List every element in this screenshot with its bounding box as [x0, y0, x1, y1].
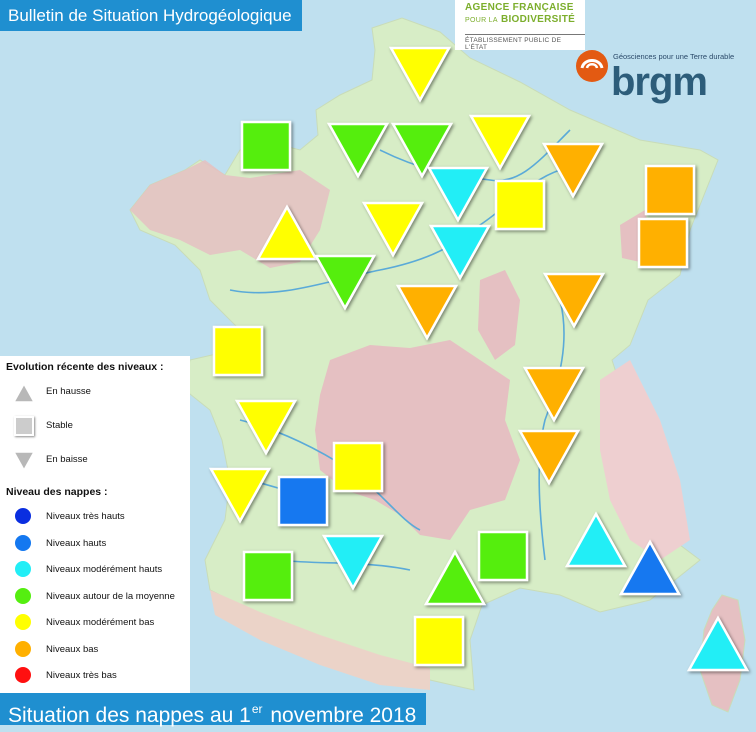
brgm-emblem-icon: [576, 50, 608, 82]
square-icon: [14, 416, 34, 436]
triangle-down-icon: [12, 451, 36, 472]
pyrenees: [210, 590, 430, 690]
page-title: Bulletin de Situation Hydrogéologique: [0, 0, 302, 31]
brgm-tagline: Géosciences pour une Terre durable: [613, 52, 735, 61]
legend-level-swatch-hauts: [15, 534, 31, 551]
legend-level-label-mod_bas: Niveaux modérément bas: [46, 617, 155, 628]
afb-line2: POUR LA BIODIVERSITÉ: [465, 14, 575, 25]
afb-line1: AGENCE FRANÇAISE: [465, 2, 574, 13]
brgm-logo: Géosciences pour une Terre durable brgm: [575, 44, 755, 110]
legend-level-swatch-tres_hauts: [15, 508, 31, 524]
footer-caption: Situation des nappes au 1er novembre 201…: [0, 693, 427, 727]
legend-level-label-mod_hauts: Niveaux modérément hauts: [46, 564, 163, 575]
legend-item-up: En hausse: [46, 386, 91, 397]
legend-level-title: Niveau des nappes :: [6, 486, 108, 498]
legend-evolution-title: Evolution récente des niveaux :: [6, 361, 164, 373]
legend-level-label-bas: Niveaux bas: [46, 643, 99, 655]
legend-level-swatch-tres_bas: [15, 667, 31, 683]
legend-item-down: En baisse: [46, 454, 88, 465]
legend-level-swatch-moyenne: [15, 587, 31, 604]
legend-level-label-tres_bas: Niveaux très bas: [46, 670, 117, 681]
footer-superscript: er: [251, 702, 263, 716]
legend-level-label-tres_hauts: Niveaux très hauts: [46, 511, 125, 522]
afb-line3: ÉTABLISSEMENT PUBLIC DE L'ÉTAT: [465, 34, 585, 51]
afb-logo: AGENCE FRANÇAISE POUR LA BIODIVERSITÉ ÉT…: [455, 0, 585, 51]
legend-item-stable: Stable: [46, 420, 73, 431]
footer-text-after: novembre 2018: [264, 704, 417, 727]
triangle-up-icon: [12, 382, 36, 403]
legend-level-label-hauts: Niveaux hauts: [46, 537, 107, 549]
legend-level-swatch-bas: [15, 640, 31, 657]
alps: [600, 360, 690, 560]
brgm-wordmark: brgm: [611, 60, 708, 104]
afb-line2-main: BIODIVERSITÉ: [500, 14, 576, 25]
morvan: [478, 270, 520, 360]
map-legend: Evolution récente des niveaux : En hauss…: [0, 356, 190, 693]
legend-level-swatch-mod_hauts: [15, 561, 31, 577]
legend-level-swatch-mod_bas: [15, 614, 31, 630]
afb-line2-small: POUR LA: [465, 17, 498, 24]
footer-text-before: Situation des nappes au 1: [8, 704, 251, 727]
legend-level-label-moyenne: Niveaux autour de la moyenne: [46, 590, 175, 602]
